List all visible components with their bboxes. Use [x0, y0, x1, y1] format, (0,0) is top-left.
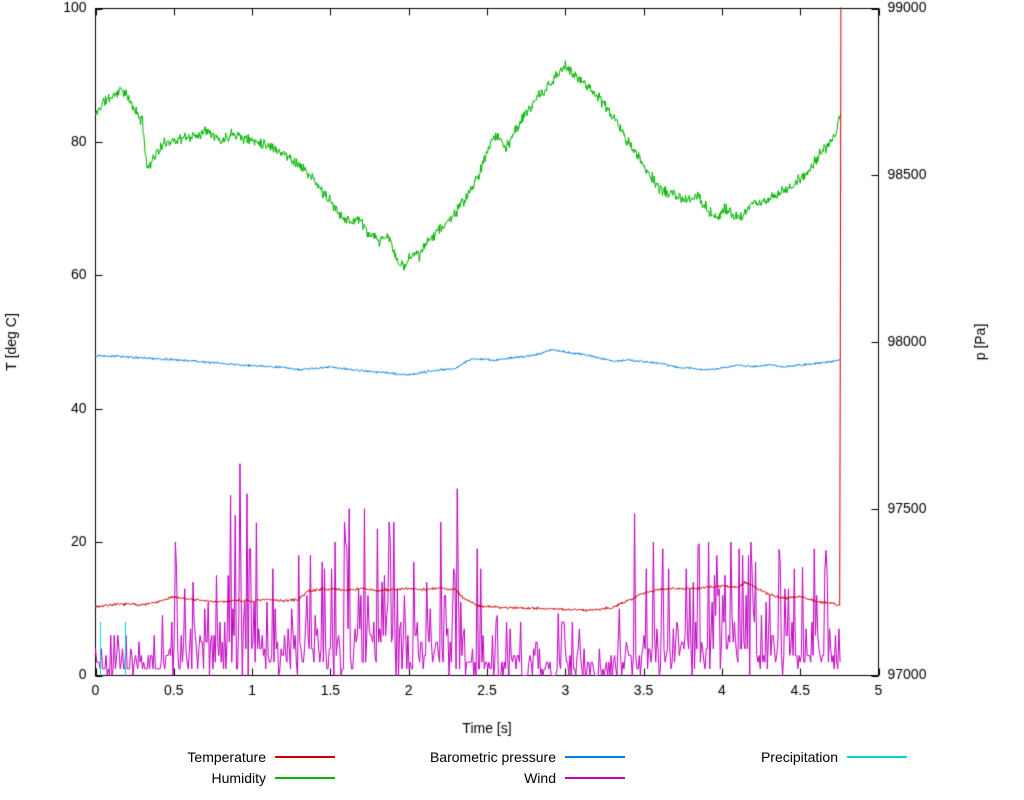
legend-item-humidity: Humidity: [0, 768, 335, 788]
legend-label: Precipitation: [760, 749, 838, 765]
legend-line-swatch: [565, 777, 625, 779]
legend-label: Barometric pressure: [429, 749, 556, 765]
legend-label: Humidity: [211, 770, 266, 786]
legend-item-temperature: Temperature: [0, 747, 335, 767]
legend-line-swatch: [847, 756, 907, 758]
legend-item-wind: Wind: [335, 768, 625, 788]
legend-line-swatch: [275, 777, 335, 779]
legend-line-swatch: [565, 756, 625, 758]
legend-label: Temperature: [187, 749, 266, 765]
legend-line-swatch: [275, 756, 335, 758]
plot-canvas: [0, 0, 1024, 745]
legend-item-precipitation: Precipitation: [625, 747, 907, 767]
legend-item-barometric-pressure: Barometric pressure: [335, 747, 625, 767]
legend-label: Wind: [524, 770, 556, 786]
chart-legend: Temperature Barometric pressure Precipitat…: [0, 747, 1024, 788]
